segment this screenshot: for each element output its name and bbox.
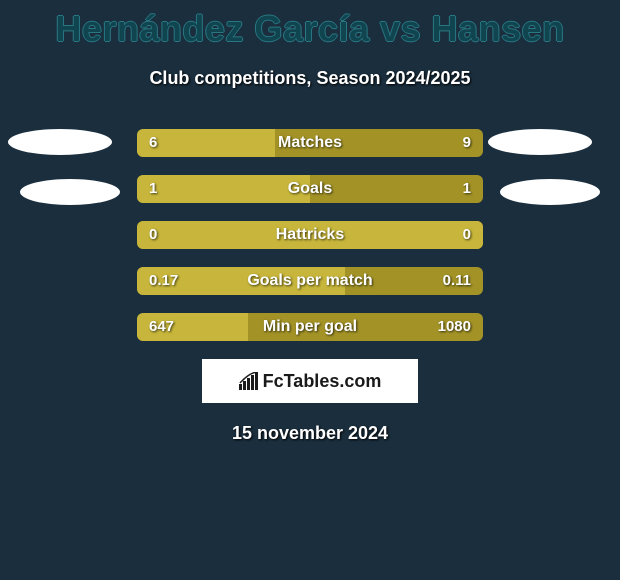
stat-row: 0.17Goals per match0.11 bbox=[137, 267, 483, 295]
chart-bars-icon bbox=[239, 372, 259, 390]
stat-value-right: 0 bbox=[463, 221, 471, 249]
stat-row: 0Hattricks0 bbox=[137, 221, 483, 249]
stat-label: Min per goal bbox=[137, 313, 483, 341]
stat-label: Goals per match bbox=[137, 267, 483, 295]
stat-rows: 6Matches9 1Goals1 0Hattricks0 0.17Goals per… bbox=[137, 129, 483, 341]
stat-row: 647Min per goal1080 bbox=[137, 313, 483, 341]
stat-row: 6Matches9 bbox=[137, 129, 483, 157]
player-right-ellipse-1 bbox=[488, 129, 592, 155]
page-title: Hernández García vs Hansen bbox=[0, 0, 620, 50]
stats-area: 6Matches9 1Goals1 0Hattricks0 0.17Goals per… bbox=[0, 129, 620, 341]
stat-value-right: 1 bbox=[463, 175, 471, 203]
stat-label: Matches bbox=[137, 129, 483, 157]
stat-row: 1Goals1 bbox=[137, 175, 483, 203]
player-right-ellipse-2 bbox=[500, 179, 600, 205]
subtitle: Club competitions, Season 2024/2025 bbox=[0, 68, 620, 89]
stat-label: Goals bbox=[137, 175, 483, 203]
stat-value-right: 9 bbox=[463, 129, 471, 157]
player-left-ellipse-1 bbox=[8, 129, 112, 155]
brand-box[interactable]: FcTables.com bbox=[202, 359, 418, 403]
stat-value-right: 0.11 bbox=[443, 267, 471, 295]
date-text: 15 november 2024 bbox=[0, 423, 620, 444]
stat-label: Hattricks bbox=[137, 221, 483, 249]
player-left-ellipse-2 bbox=[20, 179, 120, 205]
brand-text: FcTables.com bbox=[263, 371, 382, 392]
stat-value-right: 1080 bbox=[438, 313, 471, 341]
